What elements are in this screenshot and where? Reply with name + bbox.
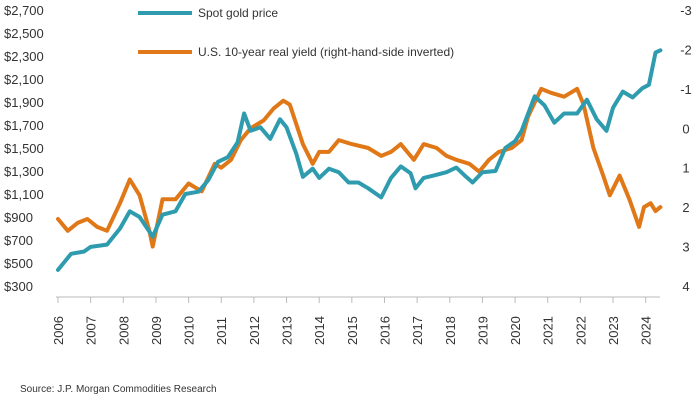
x-tick-label: 2013 — [280, 316, 295, 345]
x-tick-label: 2012 — [247, 316, 262, 345]
y-left-tick-label: $2,300 — [4, 49, 44, 64]
x-tick-label: 2017 — [410, 316, 425, 345]
x-tick-label: 2024 — [639, 316, 654, 345]
x-tick-label: 2006 — [51, 316, 66, 345]
y-left-tick-label: $1,500 — [4, 141, 44, 156]
x-tick-label: 2008 — [116, 316, 131, 345]
series-line-gold-price — [56, 48, 663, 272]
x-tick-label: 2021 — [541, 316, 556, 345]
y-left-tick-label: $300 — [4, 279, 33, 294]
x-tick-label: 2018 — [443, 316, 458, 345]
x-axis-ticks: 2006 2007 2008 2009 2010 2011 2012 2013 2014 2015… — [51, 297, 654, 345]
y-right-tick-label: -1 — [680, 82, 692, 97]
legend-label-real-yield: U.S. 10-year real yield (right-hand-side… — [198, 45, 454, 59]
x-tick-label: 2020 — [508, 316, 523, 345]
x-tick-label: 2015 — [345, 316, 360, 345]
y-right-tick-label: 2 — [682, 200, 689, 215]
y-left-tick-label: $1,700 — [4, 118, 44, 133]
series-layer — [56, 48, 663, 272]
y-left-tick-label: $2,100 — [4, 72, 44, 87]
y-left-tick-label: $500 — [4, 256, 33, 271]
x-tick-label: 2014 — [312, 316, 327, 345]
x-tick-label: 2019 — [475, 316, 490, 345]
legend-label-gold: Spot gold price — [198, 6, 278, 20]
y-left-tick-label: $2,500 — [4, 26, 44, 41]
x-tick-label: 2023 — [606, 316, 621, 345]
source-note: Source: J.P. Morgan Commodities Research — [20, 384, 217, 395]
y-right-tick-label: 4 — [682, 279, 689, 294]
y-right-tick-label: 0 — [682, 121, 689, 136]
y-left-tick-label: $1,900 — [4, 95, 44, 110]
x-tick-label: 2022 — [573, 316, 588, 345]
y-left-tick-label: $900 — [4, 210, 33, 225]
y-left-tick-label: $2,700 — [4, 3, 44, 18]
y-right-tick-label: 1 — [682, 161, 689, 176]
right-axis-ticks: -3 -2 -1 0 1 2 3 4 — [680, 3, 692, 294]
x-tick-label: 2016 — [377, 316, 392, 345]
y-left-tick-label: $1,100 — [4, 187, 44, 202]
y-left-tick-label: $700 — [4, 233, 33, 248]
y-left-tick-label: $1,300 — [4, 164, 44, 179]
left-axis-ticks: $2,700 $2,500 $2,300 $2,100 $1,900 $1,700 $1,5… — [4, 3, 44, 294]
y-right-tick-label: -3 — [680, 3, 692, 18]
x-tick-label: 2011 — [214, 317, 229, 345]
x-tick-label: 2009 — [149, 316, 164, 345]
y-right-tick-label: -2 — [680, 42, 692, 57]
x-tick-label: 2010 — [182, 316, 197, 345]
x-tick-label: 2007 — [84, 316, 99, 345]
y-right-tick-label: 3 — [682, 240, 689, 255]
